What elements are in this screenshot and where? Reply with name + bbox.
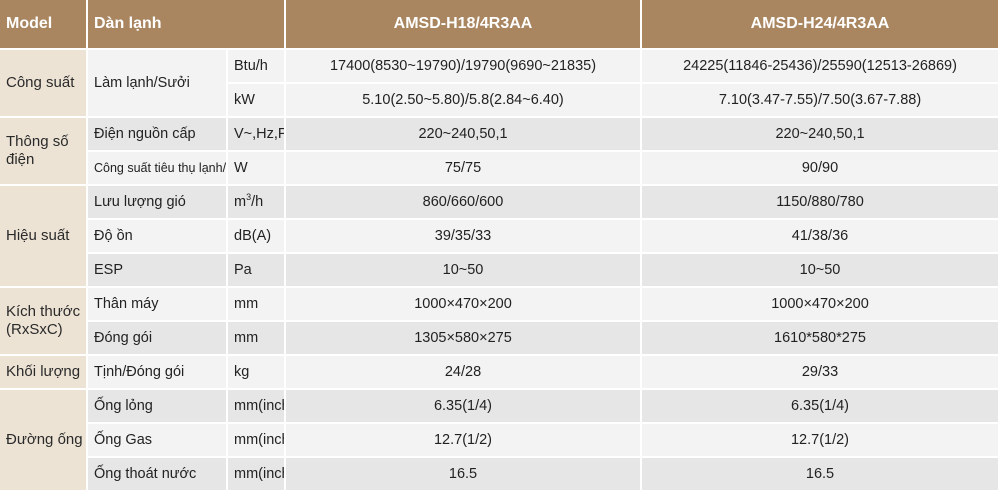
value-model-2: 1610*580*275 <box>642 322 1000 356</box>
table-row: Đường ống Ống lỏng mm(inch) 6.35(1/4) 6.… <box>0 390 1000 492</box>
item-label: Đóng gói <box>88 322 228 356</box>
unit-label: m3/h <box>228 186 286 220</box>
unit-label: V~,Hz,Ph <box>228 118 286 152</box>
value-model-1: 220~240,50,1 <box>286 118 642 152</box>
value-model-1: 1000×470×200 <box>286 288 642 322</box>
item-label: Lưu lượng gió <box>88 186 228 220</box>
value-model-2: 1150/880/780 <box>642 186 1000 220</box>
value-model-2: 29/33 <box>642 356 1000 390</box>
item-label: Điện nguồn cấp <box>88 118 228 152</box>
group-electrical: Thông số điện <box>0 118 88 186</box>
unit-label: Pa <box>228 254 286 288</box>
unit-label: W <box>228 152 286 186</box>
table-row: Khối lượng Tịnh/Đóng gói kg 24/28 29/33 <box>0 356 1000 390</box>
table-row: Thông số điện Điện nguồn cấp V~,Hz,Ph 22… <box>0 118 1000 186</box>
value-model-1: 12.7(1/2) <box>286 424 642 458</box>
group-dimensions: Kích thước (RxSxC) <box>0 288 88 356</box>
item-label: Ống lỏng <box>88 390 228 424</box>
value-model-1: 39/35/33 <box>286 220 642 254</box>
model-header: Model <box>0 0 88 50</box>
unit-label: kW <box>228 84 286 118</box>
table-row: ESP Pa 10~50 10~50 <box>0 254 1000 288</box>
unit-label: mm(inch) <box>228 424 286 458</box>
value-model-2: 90/90 <box>642 152 1000 186</box>
table-row: Đóng gói mm 1305×580×275 1610*580*275 <box>0 322 1000 356</box>
unit-label: dB(A) <box>228 220 286 254</box>
value-model-2: 220~240,50,1 <box>642 118 1000 152</box>
item-label: Làm lạnh/Sưởi <box>88 50 228 118</box>
item-label: Tịnh/Đóng gói <box>88 356 228 390</box>
value-model-2: 41/38/36 <box>642 220 1000 254</box>
value-model-1: 860/660/600 <box>286 186 642 220</box>
model-1-header: AMSD-H18/4R3AA <box>286 0 642 50</box>
group-capacity: Công suất <box>0 50 88 118</box>
table-row: Ống Gas mm(inch) 12.7(1/2) 12.7(1/2) <box>0 424 1000 458</box>
unit-label: mm <box>228 322 286 356</box>
item-label: Ống thoát nước <box>88 458 228 492</box>
group-weight: Khối lượng <box>0 356 88 390</box>
value-model-2: 1000×470×200 <box>642 288 1000 322</box>
value-model-2: 10~50 <box>642 254 1000 288</box>
unit-label: mm <box>228 288 286 322</box>
value-model-2: 16.5 <box>642 458 1000 492</box>
value-model-1: 6.35(1/4) <box>286 390 642 424</box>
item-label: ESP <box>88 254 228 288</box>
group-performance: Hiệu suất <box>0 186 88 288</box>
table-row: Kích thước (RxSxC) Thân máy mm 1000×470×… <box>0 288 1000 356</box>
item-label: Ống Gas <box>88 424 228 458</box>
value-model-1: 17400(8530~19790)/19790(9690~21835) <box>286 50 642 84</box>
value-model-1: 24/28 <box>286 356 642 390</box>
value-model-1: 1305×580×275 <box>286 322 642 356</box>
table-row: kW 5.10(2.50~5.80)/5.8(2.84~6.40) 7.10(3… <box>0 84 1000 118</box>
unit-label: mm(inch) <box>228 458 286 492</box>
header-row: Model Dàn lạnh AMSD-H18/4R3AA AMSD-H24/4… <box>0 0 1000 50</box>
value-model-1: 75/75 <box>286 152 642 186</box>
table-row: Ống thoát nước mm(inch) 16.5 16.5 <box>0 458 1000 492</box>
table-row: Độ ồn dB(A) 39/35/33 41/38/36 <box>0 220 1000 254</box>
model-2-header: AMSD-H24/4R3AA <box>642 0 1000 50</box>
value-model-2: 12.7(1/2) <box>642 424 1000 458</box>
table-row: Công suất Làm lạnh/Sưởi Btu/h 17400(8530… <box>0 50 1000 118</box>
item-label: Độ ồn <box>88 220 228 254</box>
value-model-1: 16.5 <box>286 458 642 492</box>
value-model-2: 6.35(1/4) <box>642 390 1000 424</box>
unit-label: kg <box>228 356 286 390</box>
indoor-unit-header: Dàn lạnh <box>88 0 286 50</box>
item-label: Công suất tiêu thụ lạnh/sưởi <box>88 152 228 186</box>
value-model-1: 10~50 <box>286 254 642 288</box>
table-row: Hiệu suất Lưu lượng gió m3/h 860/660/600… <box>0 186 1000 288</box>
item-label: Thân máy <box>88 288 228 322</box>
group-piping: Đường ống <box>0 390 88 492</box>
table-row: Công suất tiêu thụ lạnh/sưởi W 75/75 90/… <box>0 152 1000 186</box>
value-model-2: 7.10(3.47-7.55)/7.50(3.67-7.88) <box>642 84 1000 118</box>
unit-label: Btu/h <box>228 50 286 84</box>
value-model-2: 24225(11846-25436)/25590(12513-26869) <box>642 50 1000 84</box>
unit-label: mm(inch) <box>228 390 286 424</box>
value-model-1: 5.10(2.50~5.80)/5.8(2.84~6.40) <box>286 84 642 118</box>
